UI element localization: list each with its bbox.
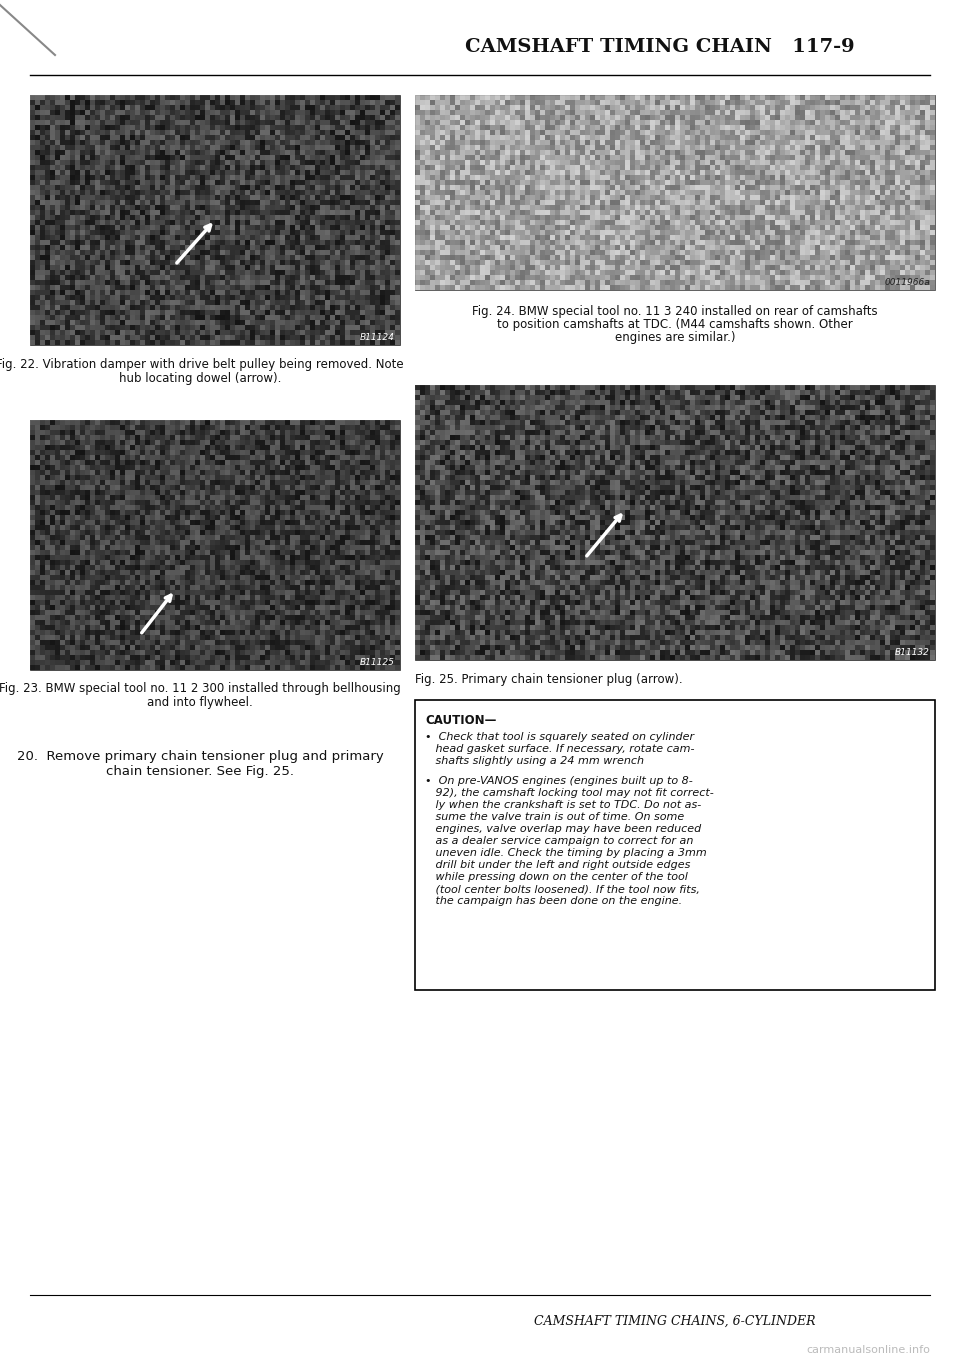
Bar bbox=[415, 385, 935, 660]
Text: engines are similar.): engines are similar.) bbox=[614, 331, 735, 345]
Text: •  On pre-VANOS engines (engines built up to 8-: • On pre-VANOS engines (engines built up… bbox=[425, 776, 693, 786]
Text: hub locating dowel (arrow).: hub locating dowel (arrow). bbox=[119, 372, 281, 385]
Text: 0011966a: 0011966a bbox=[884, 278, 930, 286]
Bar bbox=[415, 700, 935, 991]
Text: B11124: B11124 bbox=[360, 332, 395, 342]
Text: CAMSHAFT TIMING CHAIN   117-9: CAMSHAFT TIMING CHAIN 117-9 bbox=[466, 38, 854, 56]
Text: head gasket surface. If necessary, rotate cam-: head gasket surface. If necessary, rotat… bbox=[425, 744, 694, 754]
Text: uneven idle. Check the timing by placing a 3mm: uneven idle. Check the timing by placing… bbox=[425, 848, 707, 858]
Text: •  Check that tool is squarely seated on cylinder: • Check that tool is squarely seated on … bbox=[425, 731, 694, 742]
Text: shafts slightly using a 24 mm wrench: shafts slightly using a 24 mm wrench bbox=[425, 756, 644, 765]
Text: Fig. 22. Vibration damper with drive belt pulley being removed. Note: Fig. 22. Vibration damper with drive bel… bbox=[0, 358, 404, 370]
Text: Fig. 23. BMW special tool no. 11 2 300 installed through bellhousing: Fig. 23. BMW special tool no. 11 2 300 i… bbox=[0, 683, 401, 695]
Text: 20.  Remove primary chain tensioner plug and primary: 20. Remove primary chain tensioner plug … bbox=[16, 750, 383, 763]
Text: as a dealer service campaign to correct for an: as a dealer service campaign to correct … bbox=[425, 836, 693, 845]
Text: B11125: B11125 bbox=[360, 658, 395, 668]
Text: engines, valve overlap may have been reduced: engines, valve overlap may have been red… bbox=[425, 824, 701, 835]
Text: drill bit under the left and right outside edges: drill bit under the left and right outsi… bbox=[425, 860, 690, 870]
Text: carmanualsonline.info: carmanualsonline.info bbox=[806, 1345, 930, 1356]
Text: Fig. 24. BMW special tool no. 11 3 240 installed on rear of camshafts: Fig. 24. BMW special tool no. 11 3 240 i… bbox=[472, 305, 877, 318]
Text: chain tensioner. See Fig. 25.: chain tensioner. See Fig. 25. bbox=[106, 765, 294, 778]
Text: CAMSHAFT TIMING CHAINS, 6-CYLINDER: CAMSHAFT TIMING CHAINS, 6-CYLINDER bbox=[535, 1315, 816, 1329]
Text: to position camshafts at TDC. (M44 camshafts shown. Other: to position camshafts at TDC. (M44 camsh… bbox=[497, 318, 852, 331]
Text: 92), the camshaft locking tool may not fit correct-: 92), the camshaft locking tool may not f… bbox=[425, 788, 713, 798]
Text: CAUTION—: CAUTION— bbox=[425, 714, 496, 727]
Bar bbox=[415, 95, 935, 290]
Text: the campaign has been done on the engine.: the campaign has been done on the engine… bbox=[425, 896, 683, 906]
Text: ly when the crankshaft is set to TDC. Do not as-: ly when the crankshaft is set to TDC. Do… bbox=[425, 801, 701, 810]
Text: B11132: B11132 bbox=[895, 649, 930, 657]
Text: sume the valve train is out of time. On some: sume the valve train is out of time. On … bbox=[425, 811, 684, 822]
Text: Fig. 25. Primary chain tensioner plug (arrow).: Fig. 25. Primary chain tensioner plug (a… bbox=[415, 673, 683, 687]
Text: while pressing down on the center of the tool: while pressing down on the center of the… bbox=[425, 873, 688, 882]
Text: (tool center bolts loosened). If the tool now fits,: (tool center bolts loosened). If the too… bbox=[425, 883, 700, 894]
Bar bbox=[30, 95, 400, 345]
Text: and into flywheel.: and into flywheel. bbox=[147, 696, 252, 708]
Bar bbox=[30, 421, 400, 670]
